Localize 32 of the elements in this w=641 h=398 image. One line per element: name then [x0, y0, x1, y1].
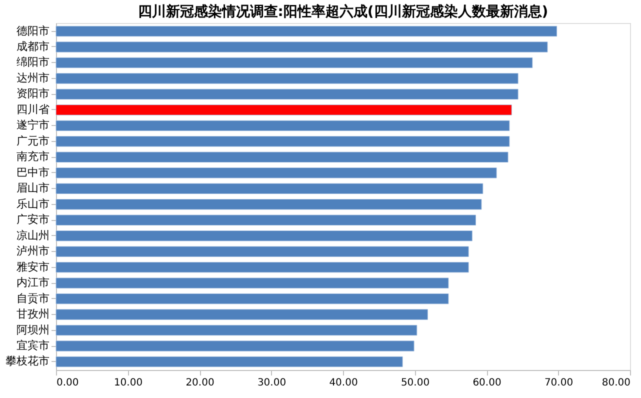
- x-tick-label: 20.00: [186, 378, 214, 388]
- x-tick-label: 50.00: [400, 378, 430, 388]
- y-tick-label: 遂宁市: [16, 118, 50, 132]
- y-tick-label: 眉山市: [16, 182, 50, 195]
- y-tick-label: 南充市: [16, 150, 50, 164]
- y-tick-label: 甘孜州: [16, 308, 50, 321]
- x-tick-label: 0.00: [56, 378, 79, 388]
- y-tick-label: 雅安市: [16, 260, 50, 274]
- y-tick-label: 巴中市: [16, 166, 50, 179]
- x-tick-label: 40.00: [329, 378, 358, 388]
- y-tick-label: 资阳市: [16, 87, 50, 100]
- y-tick-label: 成都市: [16, 40, 50, 53]
- y-tick-label: 四川省: [16, 102, 50, 116]
- y-tick-label: 内江市: [16, 276, 50, 290]
- y-tick-label: 自贡市: [16, 292, 50, 305]
- y-tick-label: 广安市: [16, 213, 50, 226]
- y-tick-label: 阿坝州: [16, 323, 50, 336]
- y-tick-label: 宜宾市: [16, 339, 50, 352]
- y-tick-label: 凉山州: [16, 228, 50, 242]
- y-tick-label: 泸州市: [16, 244, 50, 258]
- y-tick-label: 攀枝花市: [6, 354, 50, 368]
- y-tick-label: 达州市: [16, 71, 50, 84]
- y-tick-label: 乐山市: [16, 197, 50, 210]
- y-tick-label: 广元市: [16, 134, 50, 148]
- x-tick-label: 80.00: [602, 378, 630, 388]
- chart-title: 四川新冠感染情况调查:阳性率超六成(四川新冠感染人数最新消息): [138, 3, 548, 20]
- x-tick-label: 30.00: [257, 378, 286, 388]
- y-tick-label: 绵阳市: [16, 56, 50, 69]
- x-tick-label: 60.00: [472, 378, 502, 388]
- y-tick-label: 德阳市: [16, 24, 50, 38]
- x-tick-label: 70.00: [544, 378, 574, 388]
- x-tick-label: 10.00: [114, 378, 143, 388]
